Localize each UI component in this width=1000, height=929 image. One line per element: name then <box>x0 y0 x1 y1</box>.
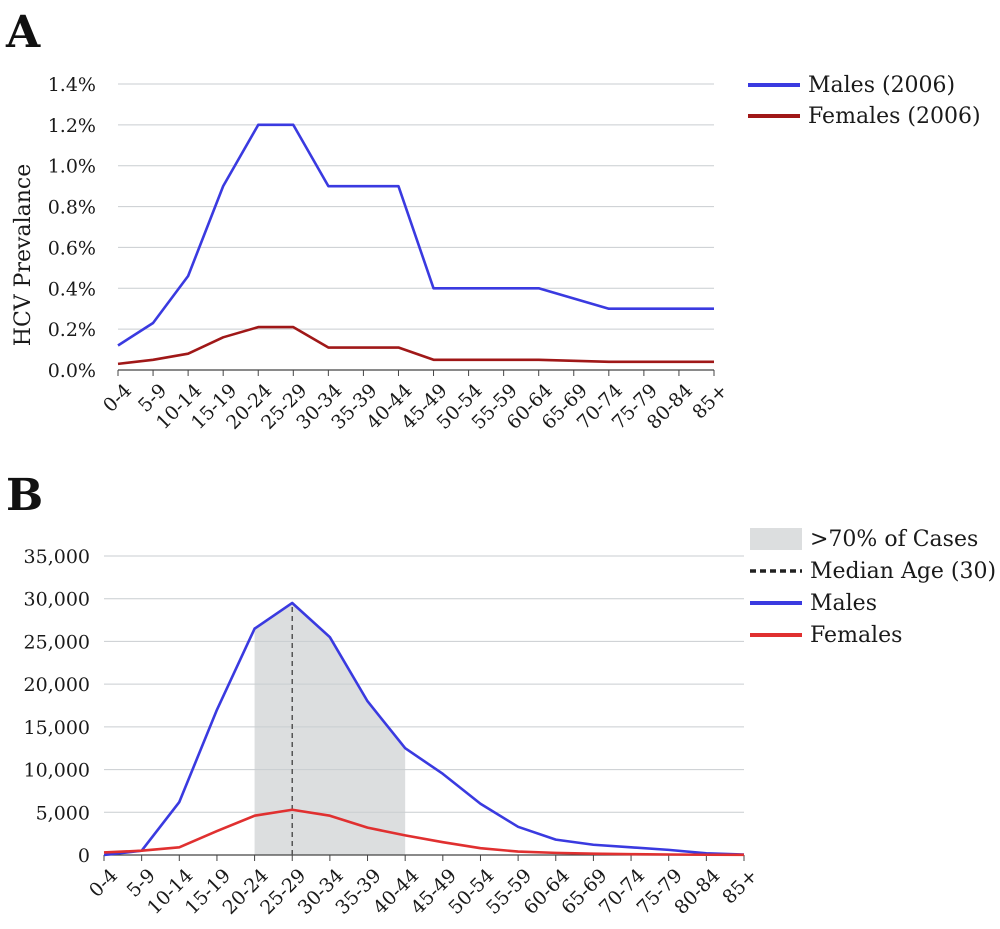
chart-b-series <box>103 601 745 857</box>
chart-b: 0 5,000 10,000 15,000 20,000 25,000 30,000 35,0… <box>24 527 997 919</box>
y-tick-label: 0.8% <box>48 197 96 219</box>
panel-label-a: A <box>5 7 41 58</box>
legend-males: Males (2006) <box>748 73 955 98</box>
legend-swatch <box>750 528 802 550</box>
legend-label: Males <box>810 591 877 616</box>
legend-females: Females (2006) <box>748 104 981 129</box>
y-tick-label: 0.6% <box>48 237 96 259</box>
series-line-females <box>117 325 714 366</box>
chart-a-y-axis-label: HCV Prevalance <box>11 164 36 346</box>
legend-shaded-range: >70% of Cases <box>750 527 978 552</box>
y-tick-label: 0.2% <box>48 319 96 341</box>
series-line-males <box>103 601 745 857</box>
chart-a-series <box>117 123 714 366</box>
legend-males: Males <box>750 591 877 616</box>
panel-label-b: B <box>6 470 43 521</box>
legend-label: Median Age (30) <box>810 559 996 584</box>
chart-b-shaded-range <box>254 602 406 855</box>
series-line-females <box>103 808 745 857</box>
legend-label: >70% of Cases <box>810 527 978 552</box>
chart-a-y-ticks: 0.0% 0.2% 0.4% 0.6% 0.8% 1.0% 1.2% 1.4% <box>48 74 96 382</box>
series-line-males <box>117 123 714 347</box>
y-tick-label: 20,000 <box>24 674 90 696</box>
legend-label: Females <box>810 623 902 648</box>
chart-a: 0.0% 0.2% 0.4% 0.6% 0.8% 1.0% 1.2% 1.4% 0-45-91… <box>11 73 981 434</box>
chart-b-legend: >70% of Cases Median Age (30) Males Females <box>750 527 996 648</box>
y-tick-label: 5,000 <box>36 802 90 824</box>
x-tick-label: 0-4 <box>99 380 136 417</box>
y-tick-label: 25,000 <box>24 631 90 653</box>
y-tick-label: 0 <box>78 845 90 867</box>
chart-b-x-ticks: 0-4 5-910-1415-1920-2425-2930-3435-3940-4… <box>85 855 762 919</box>
x-tick-label: 85+ <box>688 380 732 424</box>
shaded-area <box>254 602 406 855</box>
y-tick-label: 15,000 <box>24 717 90 739</box>
y-tick-label: 10,000 <box>24 760 90 782</box>
x-tick-label: 85+ <box>718 865 762 909</box>
chart-b-y-ticks: 0 5,000 10,000 15,000 20,000 25,000 30,000 35,0… <box>24 546 90 867</box>
y-tick-label: 1.0% <box>48 156 96 178</box>
chart-b-grid <box>104 555 744 856</box>
y-tick-label: 0.4% <box>48 278 96 300</box>
y-tick-label: 1.4% <box>48 74 96 96</box>
y-tick-label: 35,000 <box>24 546 90 568</box>
legend-label: Males (2006) <box>808 73 955 98</box>
y-tick-label: 1.2% <box>48 115 96 137</box>
chart-a-x-ticks: 0-45-910-1415-1920-2425-2930-3435-3940-4… <box>99 370 732 434</box>
chart-a-grid <box>118 83 714 371</box>
chart-a-legend: Males (2006) Females (2006) <box>748 73 981 129</box>
legend-label: Females (2006) <box>808 104 981 129</box>
legend-females: Females <box>750 623 902 648</box>
x-tick-label: 0-4 <box>85 865 122 902</box>
legend-median-age: Median Age (30) <box>750 559 996 584</box>
y-tick-label: 30,000 <box>24 589 90 611</box>
y-tick-label: 0.0% <box>48 360 96 382</box>
